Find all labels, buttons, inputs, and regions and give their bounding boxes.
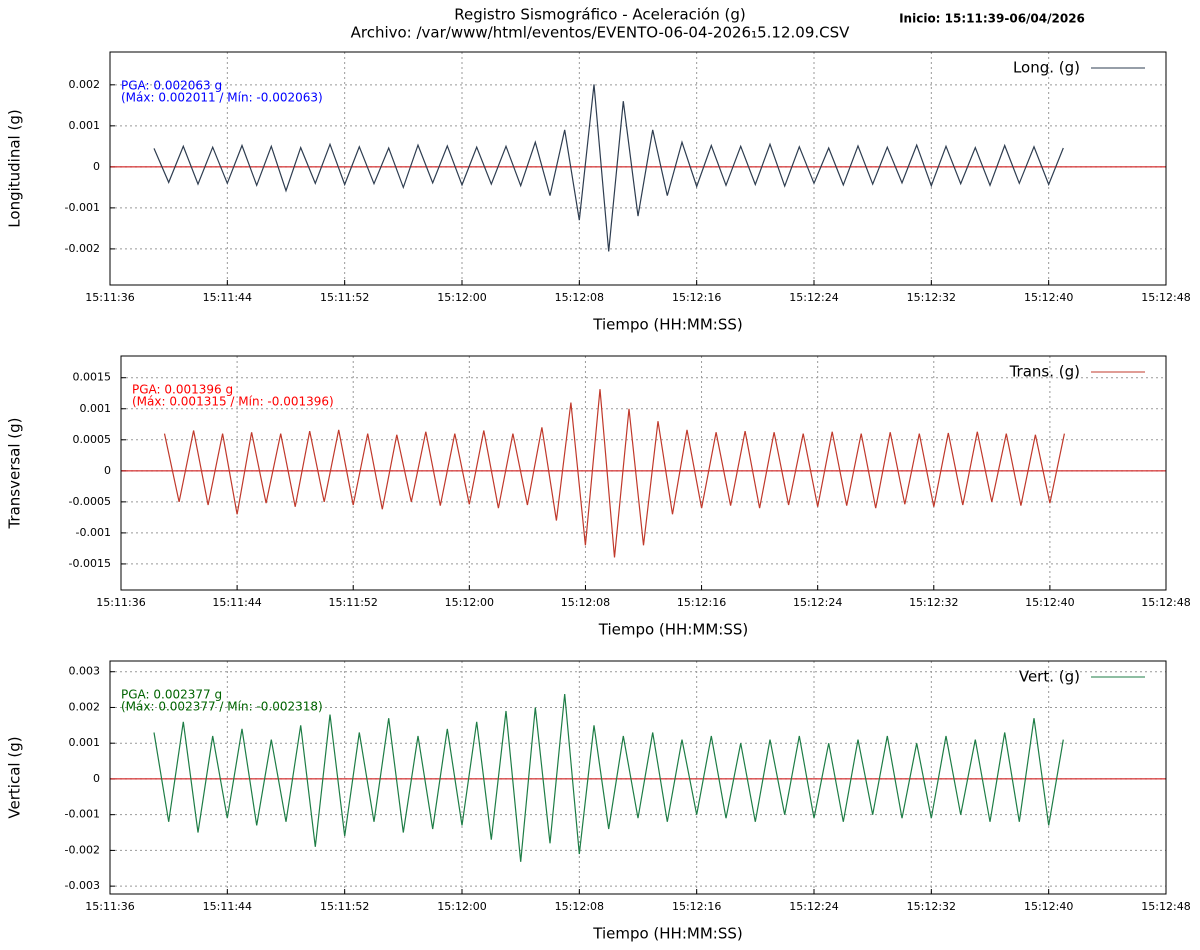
y-tick-label: -0.001 xyxy=(65,808,100,821)
y-tick-label: -0.0015 xyxy=(69,557,111,570)
legend-label: Vert. (g) xyxy=(1019,668,1080,686)
x-tick-label: 15:12:40 xyxy=(1024,291,1073,304)
waveform xyxy=(163,389,1065,558)
x-tick-label: 15:12:16 xyxy=(672,291,721,304)
x-tick-label: 15:12:40 xyxy=(1024,900,1073,913)
x-tick-label: 15:12:00 xyxy=(445,596,494,609)
y-tick-label: 0.003 xyxy=(69,665,101,678)
x-tick-label: 15:12:00 xyxy=(437,900,486,913)
x-tick-label: 15:11:36 xyxy=(85,291,134,304)
legend-label: Trans. (g) xyxy=(1009,363,1080,381)
y-tick-label: 0.001 xyxy=(69,119,101,132)
x-tick-label: 15:12:24 xyxy=(793,596,842,609)
x-tick-label: 15:12:48 xyxy=(1141,900,1190,913)
pga-label: PGA: 0.002377 g xyxy=(121,688,222,702)
x-tick-label: 15:12:48 xyxy=(1141,291,1190,304)
waveform xyxy=(153,693,1064,862)
legend-label: Long. (g) xyxy=(1013,59,1080,77)
y-tick-label: 0.0015 xyxy=(73,371,112,384)
x-axis-label: Tiempo (HH:MM:SS) xyxy=(598,621,748,639)
x-tick-label: 15:12:40 xyxy=(1025,596,1074,609)
y-tick-label: 0 xyxy=(93,160,100,173)
range-label: (Máx: 0.001315 / Mín: -0.001396) xyxy=(132,395,334,409)
y-tick-label: 0.0005 xyxy=(73,433,112,446)
x-tick-label: 15:12:32 xyxy=(907,900,956,913)
x-tick-label: 15:12:16 xyxy=(677,596,726,609)
y-tick-label: -0.0005 xyxy=(69,495,111,508)
plot-frame xyxy=(109,660,1167,895)
waveform xyxy=(153,84,1064,252)
panel: 15:11:36 15:11:44 15:11:52 15:12:00 15:12:08… xyxy=(6,355,1191,639)
panel: 15:11:36 15:11:44 15:11:52 15:12:00 15:12:08… xyxy=(6,51,1191,334)
x-tick-label: 15:12:08 xyxy=(555,291,604,304)
pga-label: PGA: 0.002063 g xyxy=(121,79,222,93)
y-tick-label: 0 xyxy=(93,772,100,785)
y-axis-label: Transversal (g) xyxy=(6,417,24,529)
pga-label: PGA: 0.001396 g xyxy=(132,383,233,397)
x-axis-label: Tiempo (HH:MM:SS) xyxy=(592,316,742,334)
x-tick-label: 15:12:08 xyxy=(555,900,604,913)
x-tick-label: 15:11:44 xyxy=(203,900,252,913)
y-tick-label: 0.002 xyxy=(69,700,101,713)
x-tick-label: 15:12:08 xyxy=(561,596,610,609)
y-tick-label: -0.002 xyxy=(65,242,100,255)
plot-frame xyxy=(109,51,1167,286)
y-tick-label: -0.003 xyxy=(65,879,100,892)
x-axis-label: Tiempo (HH:MM:SS) xyxy=(592,925,742,943)
y-tick-label: -0.001 xyxy=(76,526,111,539)
y-axis-label: Vertical (g) xyxy=(6,736,24,818)
x-tick-label: 15:11:44 xyxy=(212,596,261,609)
panel: 15:11:36 15:11:44 15:11:52 15:12:00 15:12:08… xyxy=(6,660,1191,943)
subtitle: Archivo: /var/www/html/eventos/EVENTO-06… xyxy=(351,24,851,42)
plot-frame xyxy=(120,355,1167,591)
range-label: (Máx: 0.002377 / Mín: -0.002318) xyxy=(121,700,323,714)
x-tick-label: 15:11:52 xyxy=(329,596,378,609)
y-axis-label: Longitudinal (g) xyxy=(6,109,24,227)
y-tick-label: -0.001 xyxy=(65,201,100,214)
range-label: (Máx: 0.002011 / Mín: -0.002063) xyxy=(121,91,323,105)
x-tick-label: 15:12:00 xyxy=(437,291,486,304)
x-tick-label: 15:12:16 xyxy=(672,900,721,913)
x-tick-label: 15:11:52 xyxy=(320,291,369,304)
x-tick-label: 15:11:44 xyxy=(203,291,252,304)
y-tick-label: 0.001 xyxy=(80,402,112,415)
y-tick-label: 0.001 xyxy=(69,736,101,749)
x-tick-label: 15:11:36 xyxy=(85,900,134,913)
x-tick-label: 15:12:32 xyxy=(909,596,958,609)
x-tick-label: 15:12:24 xyxy=(789,291,838,304)
start-label: Inicio: 15:11:39-06/04/2026 xyxy=(899,12,1085,26)
title: Registro Sismográfico - Aceleración (g) xyxy=(454,6,745,24)
x-tick-label: 15:12:24 xyxy=(789,900,838,913)
y-tick-label: 0.002 xyxy=(69,78,101,91)
y-tick-label: 0 xyxy=(104,464,111,477)
x-tick-label: 15:11:52 xyxy=(320,900,369,913)
x-tick-label: 15:11:36 xyxy=(96,596,145,609)
x-tick-label: 15:12:48 xyxy=(1141,596,1190,609)
x-tick-label: 15:12:32 xyxy=(907,291,956,304)
y-tick-label: -0.002 xyxy=(65,843,100,856)
